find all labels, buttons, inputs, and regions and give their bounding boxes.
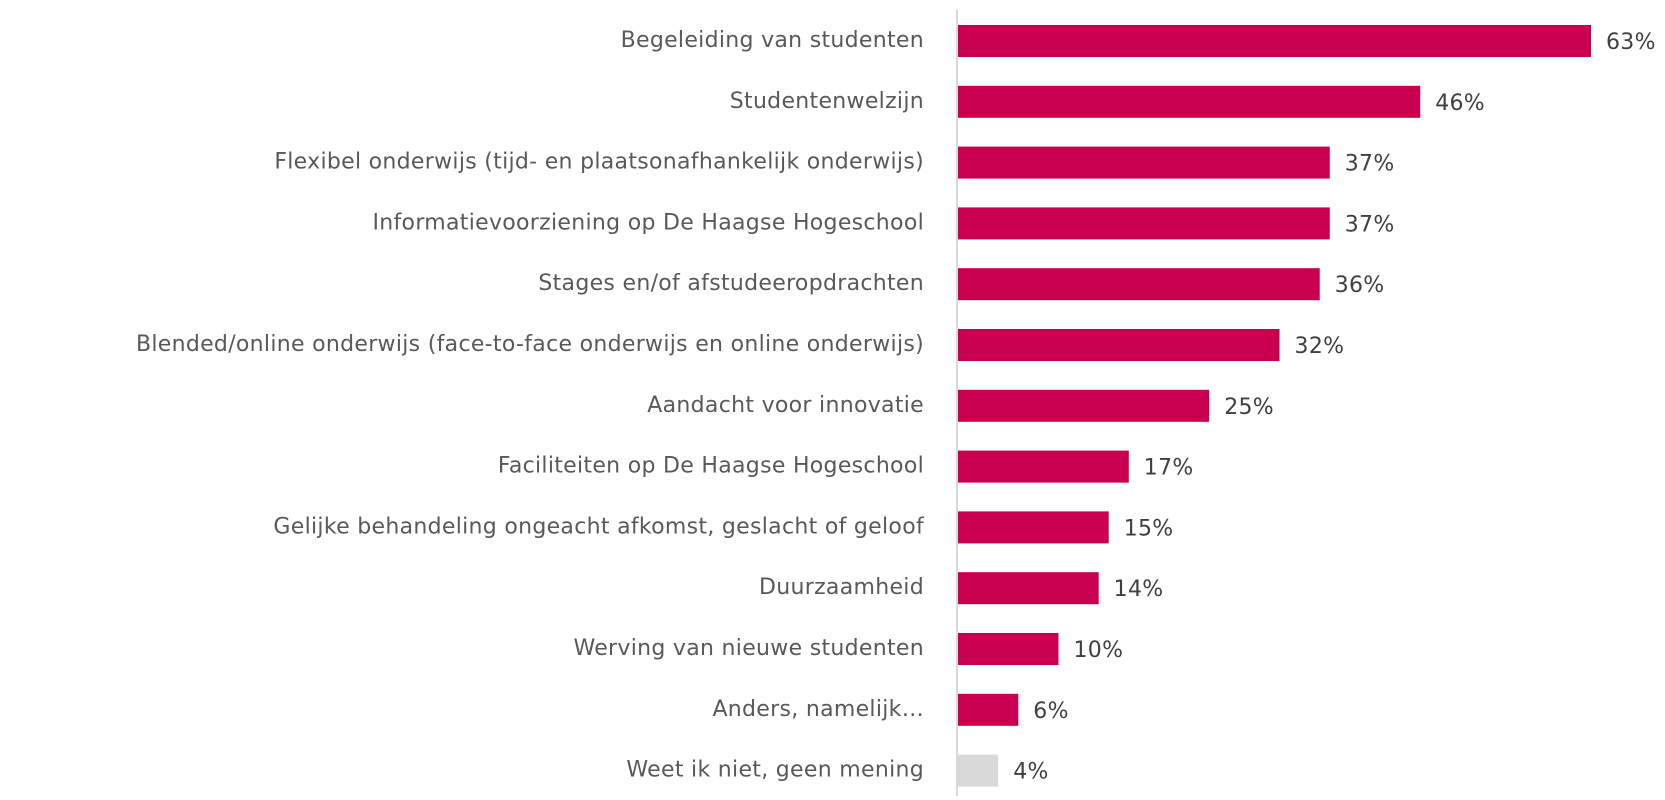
category-label: Anders, namelijk…: [712, 697, 924, 722]
value-label: 46%: [1435, 91, 1485, 116]
category-label: Stages en/of afstudeeropdrachten: [538, 271, 924, 296]
bar: [958, 25, 1591, 57]
category-label: Studentenwelzijn: [730, 89, 924, 114]
category-label: Blended/online onderwijs (face-to-face o…: [136, 332, 924, 357]
category-label: Gelijke behandeling ongeacht afkomst, ge…: [273, 514, 925, 539]
value-label: 4%: [1013, 760, 1049, 785]
value-label: 10%: [1073, 638, 1123, 663]
value-label: 32%: [1295, 334, 1345, 359]
value-label: 14%: [1114, 577, 1164, 602]
bar: [958, 572, 1099, 605]
category-label: Flexibel onderwijs (tijd- en plaatsonafh…: [274, 150, 924, 175]
bar: [958, 633, 1059, 665]
category-label: Informatievoorziening op De Haagse Hoges…: [372, 210, 924, 235]
value-label: 25%: [1224, 395, 1274, 420]
category-label: Duurzaamheid: [759, 575, 924, 600]
bar: [958, 511, 1109, 544]
category-label: Werving van nieuwe studenten: [573, 636, 924, 661]
bar: [958, 207, 1330, 240]
value-label: 6%: [1033, 699, 1069, 724]
bar: [958, 146, 1330, 179]
bar: [958, 450, 1129, 483]
bar: [958, 329, 1280, 361]
category-label: Faciliteiten op De Haagse Hogeschool: [498, 454, 924, 479]
category-label: Aandacht voor innovatie: [647, 393, 924, 418]
bar: [958, 268, 1320, 301]
value-label: 15%: [1124, 516, 1174, 541]
value-label: 63%: [1606, 30, 1656, 55]
value-label: 17%: [1144, 456, 1194, 481]
value-label: 37%: [1345, 152, 1395, 177]
bar: [958, 85, 1421, 118]
value-label: 36%: [1335, 273, 1385, 298]
value-label: 37%: [1345, 212, 1395, 237]
bar: [958, 389, 1210, 422]
category-label: Weet ik niet, geen mening: [626, 758, 924, 783]
bar: [958, 693, 1019, 726]
category-label: Begeleiding van studenten: [621, 28, 924, 53]
bar: [958, 754, 999, 787]
